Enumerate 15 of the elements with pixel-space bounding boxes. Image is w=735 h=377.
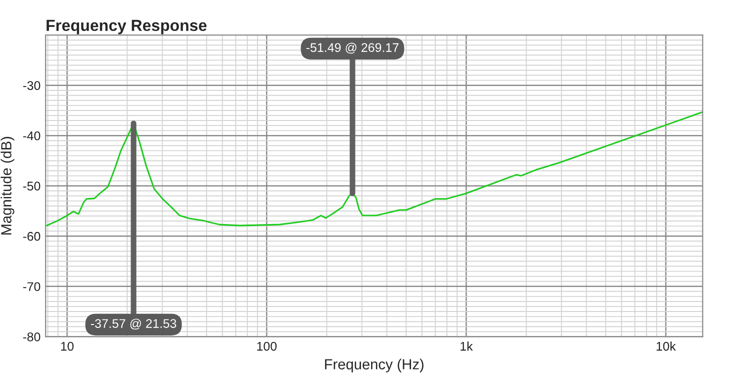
y-tick-label: -60 — [23, 232, 40, 241]
x-tick-label: 100 — [257, 342, 277, 351]
annotation: -37.57 @ 21.53 — [90, 318, 176, 330]
chart-title: Frequency Response — [46, 20, 207, 34]
y-tick-label: -40 — [23, 131, 40, 140]
x-tick-label: 1k — [460, 342, 473, 351]
y-tick-label: -80 — [23, 332, 40, 342]
y-tick-label: -70 — [23, 282, 40, 292]
y-axis-title: Magnitude (dB) — [0, 136, 14, 235]
y-tick-label: -50 — [23, 182, 40, 191]
x-tick-label: 10k — [656, 342, 676, 351]
x-axis-title: Frequency (Hz) — [325, 358, 424, 372]
annotation: -51.49 @ 269.17 — [306, 42, 399, 54]
x-tick-label: 10 — [61, 342, 74, 351]
y-tick-label: -30 — [23, 81, 40, 90]
